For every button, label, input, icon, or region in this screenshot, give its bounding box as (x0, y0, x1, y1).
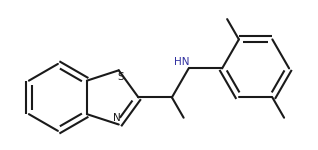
Text: S: S (117, 72, 124, 82)
Text: HN: HN (174, 57, 190, 67)
Text: N: N (113, 113, 121, 123)
